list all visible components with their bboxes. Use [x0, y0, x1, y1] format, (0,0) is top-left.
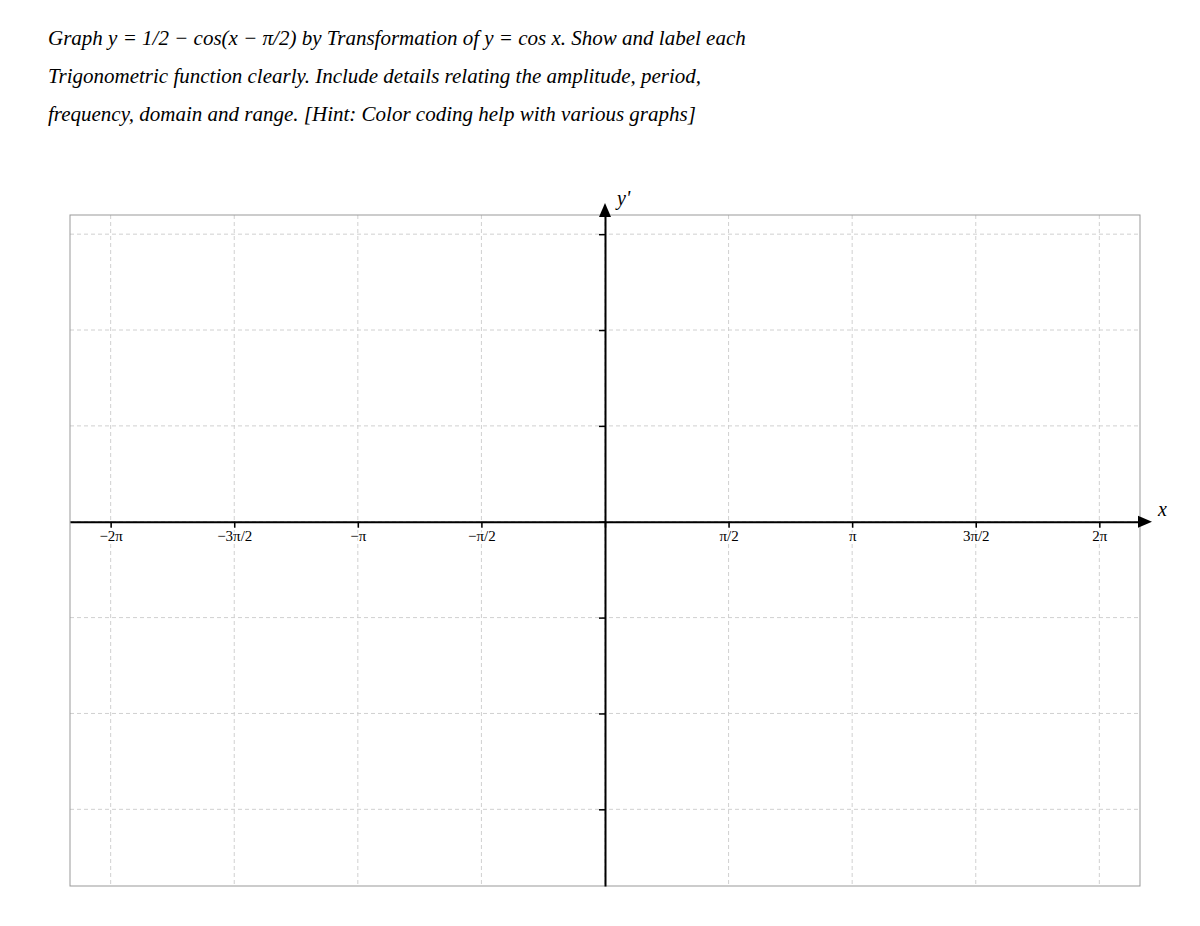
y-tick-mark	[599, 426, 605, 428]
grid-line	[728, 215, 729, 886]
grid-line	[605, 215, 606, 886]
plot-frame	[70, 215, 1140, 886]
y-tick	[599, 713, 605, 714]
x-tick-mark	[976, 522, 978, 528]
x-tick-mark	[481, 522, 483, 528]
x-tick-mark	[110, 522, 112, 528]
y-tick-mark	[599, 234, 605, 236]
x-tick: 3π/2	[963, 522, 990, 545]
y-axis-arrow	[599, 203, 611, 217]
x-tick: −2π	[99, 522, 123, 545]
grid	[70, 215, 1140, 886]
y-tick-mark	[599, 809, 605, 811]
x-axis-arrow	[1138, 516, 1152, 528]
x-tick-label: −π/2	[468, 528, 496, 544]
grid-line	[357, 215, 358, 886]
x-tick-mark	[1099, 522, 1101, 528]
x-tick-label: 2π	[1092, 528, 1108, 544]
x-tick-label: π	[849, 528, 857, 544]
y-tick	[599, 522, 605, 523]
grid-line	[110, 215, 111, 886]
x-tick-label: π/2	[719, 528, 738, 544]
title-block: Graph y = 1/2 − cos(x − π/2) by Transfor…	[48, 26, 746, 126]
y-tick	[599, 809, 605, 810]
grid-line	[1099, 215, 1100, 886]
x-axis-label: x	[1157, 498, 1167, 520]
x-tick-mark	[728, 522, 730, 528]
x-tick-label: −2π	[99, 528, 123, 544]
grid-line	[481, 215, 482, 886]
grid-line	[234, 215, 235, 886]
x-tick: −π	[350, 522, 366, 545]
x-tick-mark	[358, 522, 360, 528]
x-tick-mark	[234, 522, 236, 528]
y-tick-mark	[599, 330, 605, 332]
y-axis-label: y'	[615, 187, 631, 210]
y-tick	[599, 234, 605, 235]
x-tick: π/2	[719, 522, 738, 545]
x-tick: −π/2	[468, 522, 496, 545]
x-tick: π	[849, 522, 857, 545]
x-tick-label: 3π/2	[963, 528, 990, 544]
y-tick	[599, 330, 605, 331]
x-tick-mark	[852, 522, 854, 528]
y-axis-line	[605, 216, 607, 887]
x-tick-label: −3π/2	[217, 528, 252, 544]
y-axis	[599, 216, 606, 887]
title: Graph y = 1/2 − cos(x − π/2) by Transfor…	[48, 26, 746, 50]
x-tick-label: −π	[350, 528, 366, 544]
y-tick	[599, 426, 605, 427]
grid-line	[975, 215, 976, 886]
x-tick: −3π/2	[217, 522, 252, 545]
plot: −2π −3π/2 −π −π/2 π/2 π 3π/2 2π x y'	[70, 187, 1167, 887]
subtitle: frequency, domain and range. [Hint: Colo…	[48, 102, 696, 126]
y-tick-mark	[599, 617, 605, 619]
y-tick-mark	[599, 521, 605, 523]
chart: Graph y = 1/2 − cos(x − π/2) by Transfor…	[0, 0, 1200, 926]
y-tick	[599, 618, 605, 619]
x-tick: 2π	[1092, 522, 1108, 545]
y-tick-mark	[599, 713, 605, 715]
grid-line	[852, 215, 853, 886]
subtitle: Trigonometric function clearly. Include …	[48, 64, 701, 88]
